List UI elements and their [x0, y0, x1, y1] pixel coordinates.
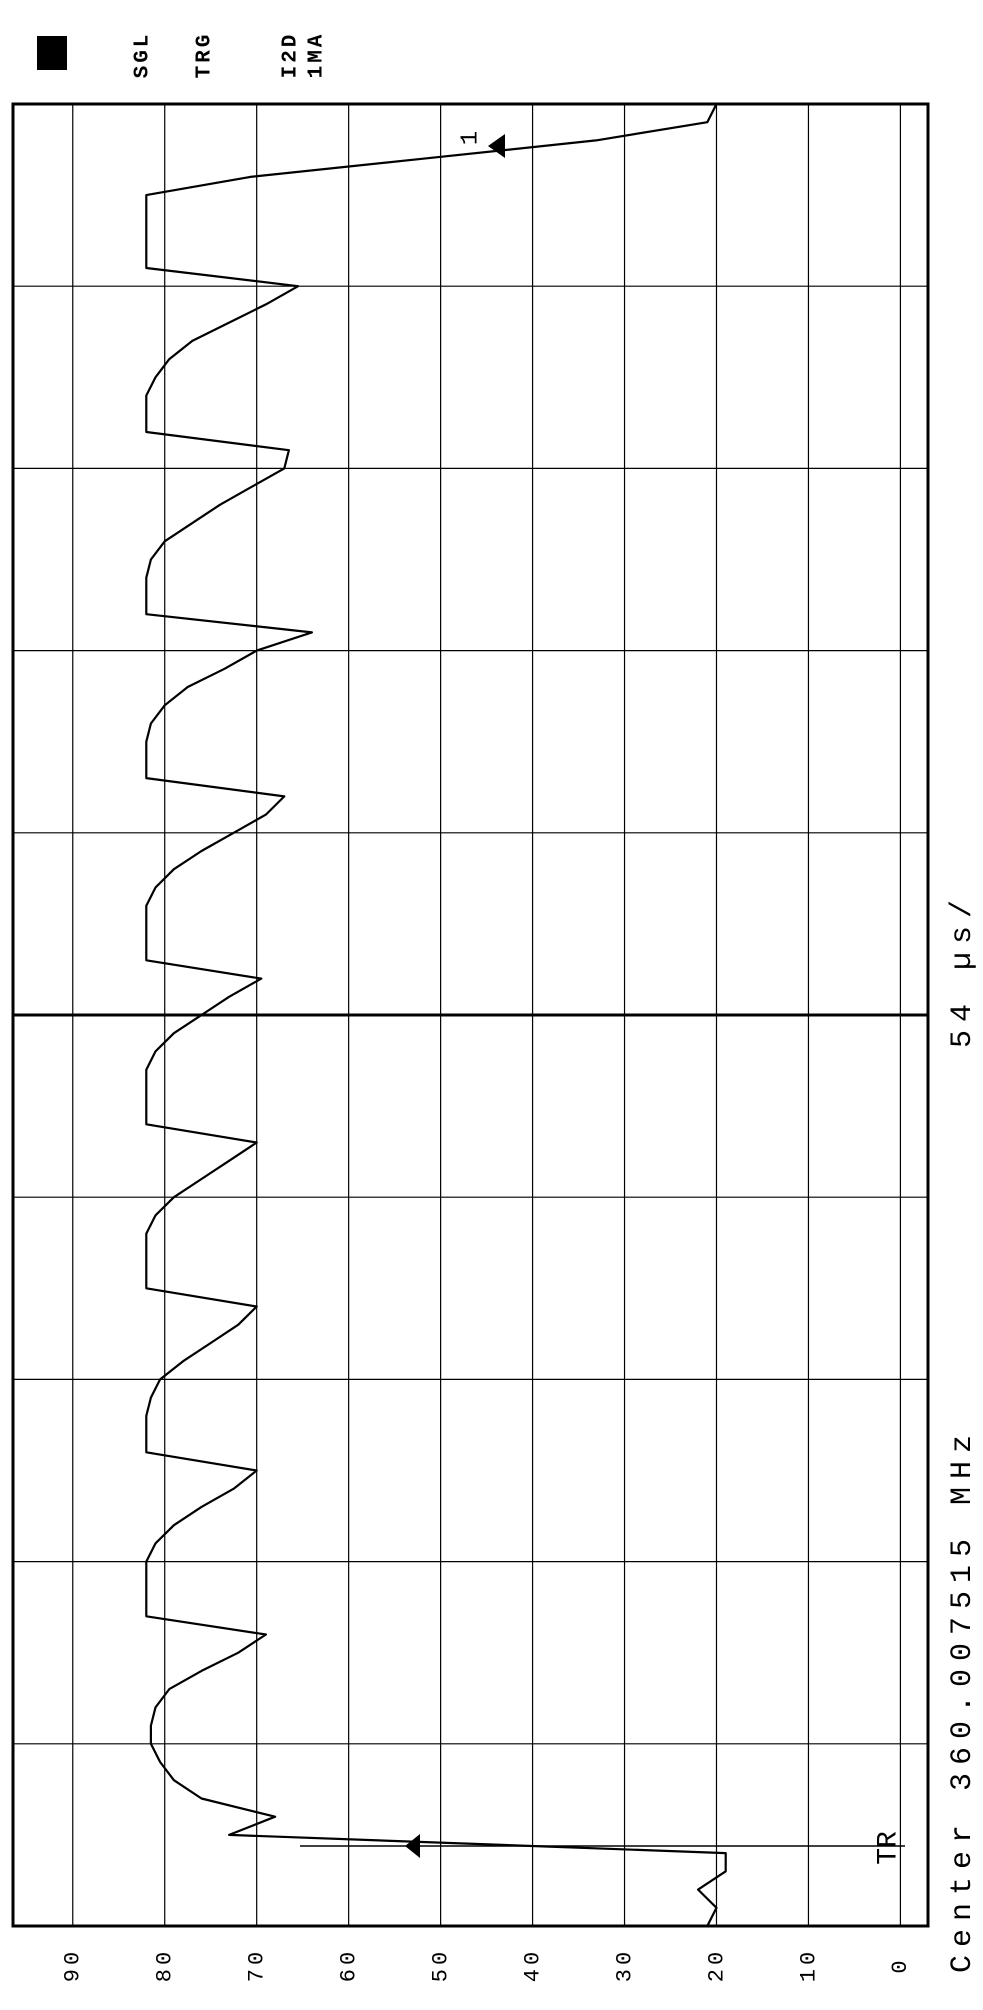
trigger-label: TR	[873, 1831, 904, 1865]
marker-arrow	[488, 134, 505, 158]
status-label: SGL	[132, 32, 155, 79]
status-label: TRG	[194, 32, 217, 79]
status-label: I2D	[280, 32, 303, 79]
status-label: 1MA	[306, 32, 329, 79]
sweep-time: 54 µs/	[946, 892, 980, 1048]
y-tick-label: 0	[888, 1956, 913, 1973]
trigger-arrow	[405, 1834, 420, 1858]
y-tick-label: 90	[61, 1948, 86, 1982]
y-tick-label: 70	[245, 1948, 270, 1982]
center-frequency: Center 360.007515 MHz	[946, 1427, 980, 1973]
y-tick-label: 10	[796, 1948, 821, 1982]
status-box	[37, 36, 67, 70]
marker-label: 1	[457, 131, 484, 145]
status-label: A	[42, 45, 65, 61]
y-tick-label: 60	[336, 1948, 361, 1982]
plot-frame	[11, 102, 930, 1928]
y-tick-label: 50	[428, 1948, 453, 1982]
y-tick-label: 80	[153, 1948, 178, 1982]
y-tick-label: 30	[612, 1948, 637, 1982]
trace	[145, 103, 727, 1927]
y-tick-label: 20	[704, 1948, 729, 1982]
y-tick-label: 40	[520, 1948, 545, 1982]
